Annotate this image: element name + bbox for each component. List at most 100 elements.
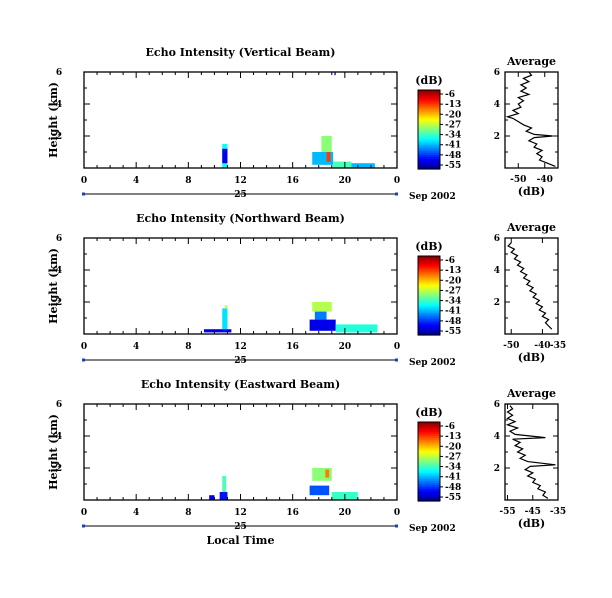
- panel-title: Echo Intensity (Northward Beam): [136, 212, 345, 225]
- plot-frame: [83, 403, 398, 501]
- echo-cell: [222, 476, 227, 492]
- x-tick-label: 20: [339, 342, 352, 352]
- echo-cell: [314, 311, 327, 320]
- colorbar-swatch: [418, 151, 440, 154]
- colorbar-tick-label: -13: [445, 432, 461, 442]
- x-tick-label: 20: [339, 508, 352, 518]
- colorbar-tick-label: -6: [445, 256, 455, 266]
- colorbar-swatch: [418, 313, 440, 316]
- x-tick-label: 8: [185, 508, 191, 518]
- colorbar-swatch: [418, 447, 440, 451]
- colorbar-swatch: [418, 111, 440, 115]
- colorbar-swatch: [418, 473, 440, 476]
- colorbar-swatch: [418, 443, 440, 447]
- colorbar-swatch: [418, 273, 440, 277]
- average-title: Average: [506, 387, 556, 400]
- colorbar-swatch: [418, 147, 440, 150]
- colorbar-tick-label: -27: [445, 452, 461, 462]
- x-tick-label: 0: [394, 342, 400, 352]
- colorbar-unit: (dB): [415, 240, 442, 253]
- y-tick-label: 2: [56, 132, 62, 142]
- panel-title: Echo Intensity (Eastward Beam): [141, 378, 340, 391]
- colorbar-swatch: [418, 113, 440, 117]
- colorbar-swatch: [418, 269, 440, 273]
- date-label: Sep 2002: [409, 524, 456, 534]
- x-tick-label: 0: [81, 342, 87, 352]
- colorbar-swatch: [418, 119, 440, 123]
- colorbar-tick-label: -41: [445, 141, 461, 151]
- colorbar-swatch: [418, 127, 440, 131]
- average-y-tick-label: 6: [494, 400, 500, 410]
- colorbar-swatch: [418, 489, 440, 492]
- colorbar-swatch: [418, 435, 440, 439]
- colorbar-swatch: [418, 457, 440, 461]
- colorbar-swatch: [418, 469, 440, 472]
- colorbar-swatch: [418, 315, 440, 318]
- colorbar-swatch: [418, 271, 440, 275]
- colorbar-swatch: [418, 455, 440, 459]
- colorbar-swatch: [418, 311, 440, 314]
- colorbar-swatch: [418, 495, 440, 498]
- colorbar-swatch: [418, 467, 440, 470]
- colorbar-tick-label: -41: [445, 307, 461, 317]
- echo-cell: [312, 302, 332, 312]
- colorbar-swatch: [418, 263, 440, 267]
- y-tick-label: 6: [56, 400, 62, 410]
- average-x-tick-label: -35: [550, 341, 566, 351]
- colorbar-swatch: [418, 307, 440, 310]
- colorbar-swatch: [418, 427, 440, 431]
- colorbar-swatch: [418, 275, 440, 279]
- date-day: 25: [234, 190, 247, 200]
- average-profile-line: [505, 71, 556, 167]
- colorbar-tick-label: -55: [445, 161, 461, 171]
- colorbar-swatch: [418, 331, 440, 334]
- colorbar-swatch: [418, 167, 440, 170]
- colorbar-swatch: [418, 301, 440, 304]
- y-tick-label: 2: [56, 298, 62, 308]
- colorbar-swatch: [418, 145, 440, 148]
- colorbar-swatch: [418, 327, 440, 330]
- colorbar-swatch: [418, 297, 440, 301]
- x-tick-label: 4: [133, 176, 139, 186]
- colorbar-tick-label: -48: [445, 483, 461, 493]
- colorbar-swatch: [418, 159, 440, 162]
- x-tick-label: 12: [234, 508, 247, 518]
- colorbar-swatch: [418, 141, 440, 144]
- colorbar-swatch: [418, 431, 440, 435]
- echo-cell: [222, 308, 228, 330]
- colorbar-swatch: [418, 453, 440, 457]
- average-y-tick-label: 2: [494, 298, 500, 308]
- colorbar-tick-label: -6: [445, 422, 455, 432]
- colorbar-swatch: [418, 295, 440, 299]
- x-tick-label: 0: [394, 508, 400, 518]
- colorbar-tick-label: -34: [445, 131, 461, 141]
- plot-frame: [83, 71, 398, 169]
- colorbar-swatch: [418, 497, 440, 500]
- colorbar-swatch: [418, 422, 440, 425]
- echo-cell: [222, 148, 228, 164]
- colorbar-frame: [417, 89, 441, 170]
- date-day: 25: [234, 522, 247, 532]
- colorbar-swatch: [418, 423, 440, 427]
- colorbar-tick-label: -6: [445, 90, 455, 100]
- colorbar-swatch: [418, 93, 440, 97]
- x-tick-label: 0: [81, 508, 87, 518]
- colorbar-unit: (dB): [415, 74, 442, 87]
- colorbar-swatch: [418, 437, 440, 441]
- colorbar-tick-label: -41: [445, 473, 461, 483]
- colorbar-frame: [417, 421, 441, 502]
- colorbar-swatch: [418, 133, 440, 137]
- x-tick-label: 8: [185, 176, 191, 186]
- date-bar-end: [395, 358, 398, 362]
- average-profile-line: [507, 242, 553, 330]
- colorbar-swatch: [418, 97, 440, 101]
- colorbar-tick-label: -48: [445, 151, 461, 161]
- colorbar-swatch: [418, 137, 440, 140]
- average-x-tick-label: -40: [534, 341, 550, 351]
- average-y-tick-label: 6: [494, 68, 500, 78]
- colorbar-swatch: [418, 277, 440, 281]
- x-axis-label: Local Time: [207, 534, 275, 547]
- panel-title: Echo Intensity (Vertical Beam): [145, 46, 335, 59]
- x-tick-label: 16: [286, 342, 299, 352]
- plot-frame: [83, 237, 398, 335]
